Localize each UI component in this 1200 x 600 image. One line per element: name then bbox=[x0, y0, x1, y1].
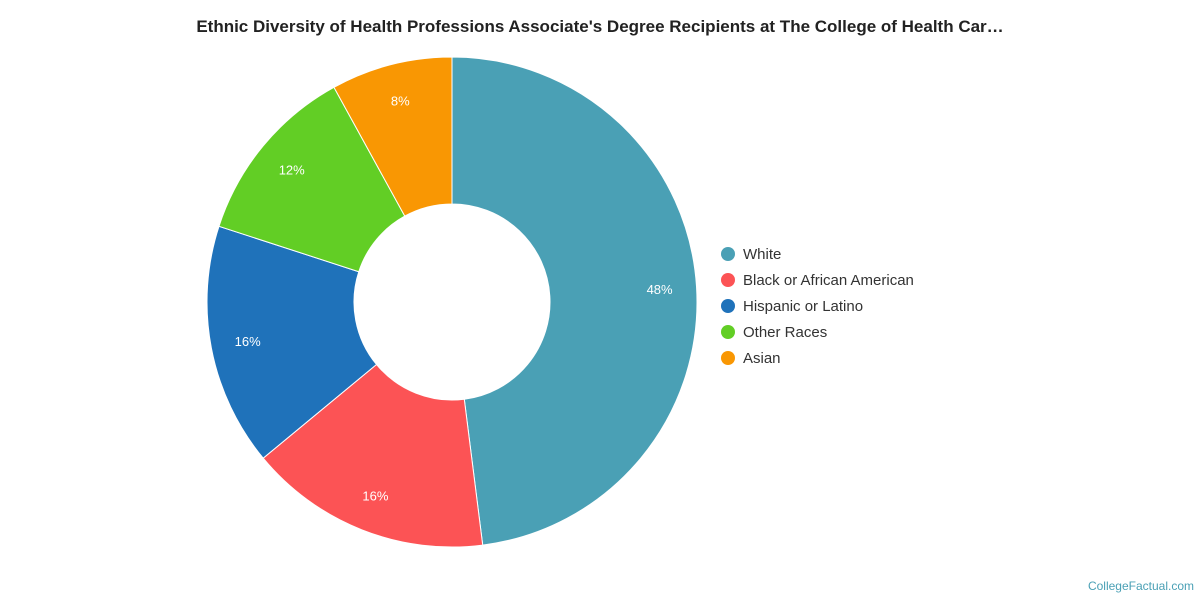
legend-swatch bbox=[721, 299, 735, 313]
data-label-group: 48% 16% 16% 12% 8% bbox=[235, 94, 673, 504]
legend-swatch bbox=[721, 247, 735, 261]
slice-hispanic-or-latino[interactable] bbox=[206, 225, 378, 459]
legend: White Black or African American Hispanic o… bbox=[721, 241, 914, 371]
legend-label: Black or African American bbox=[743, 271, 914, 289]
legend-swatch bbox=[721, 273, 735, 287]
legend-item[interactable]: Other Races bbox=[721, 319, 914, 345]
chart-title: Ethnic Diversity of Health Professions A… bbox=[196, 17, 1004, 36]
slice-white[interactable] bbox=[451, 56, 698, 546]
source-credit[interactable]: CollegeFactual.com bbox=[1087, 579, 1194, 593]
data-label: 16% bbox=[362, 488, 388, 503]
data-label: 8% bbox=[391, 94, 410, 109]
slice-group bbox=[206, 56, 698, 548]
data-label: 12% bbox=[279, 162, 305, 177]
legend-label: White bbox=[743, 245, 782, 263]
legend-item[interactable]: White bbox=[721, 241, 914, 267]
data-label: 48% bbox=[647, 282, 673, 297]
legend-swatch bbox=[721, 351, 735, 365]
legend-item[interactable]: Asian bbox=[721, 345, 914, 371]
legend-label: Hispanic or Latino bbox=[743, 297, 864, 315]
legend-label: Asian bbox=[743, 349, 781, 367]
slice-asian[interactable] bbox=[333, 56, 453, 217]
legend-item[interactable]: Hispanic or Latino bbox=[721, 293, 914, 319]
legend-label: Other Races bbox=[743, 323, 828, 341]
legend-swatch bbox=[721, 325, 735, 339]
legend-item[interactable]: Black or African American bbox=[721, 267, 914, 293]
slice-black-or-african-american[interactable] bbox=[262, 363, 484, 548]
slice-other-races[interactable] bbox=[218, 86, 406, 273]
data-label: 16% bbox=[235, 334, 261, 349]
